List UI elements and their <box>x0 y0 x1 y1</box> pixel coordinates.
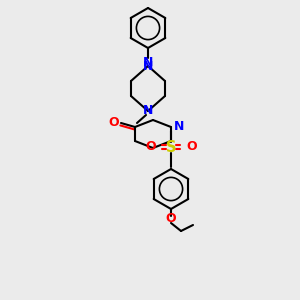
Text: O: O <box>166 212 176 226</box>
Text: N: N <box>143 56 153 68</box>
Text: N: N <box>143 59 153 73</box>
Text: S: S <box>166 140 176 154</box>
Text: O: O <box>146 140 156 154</box>
Text: O: O <box>108 116 119 128</box>
Text: N: N <box>143 104 153 118</box>
Text: O: O <box>186 140 196 154</box>
Text: N: N <box>174 121 184 134</box>
